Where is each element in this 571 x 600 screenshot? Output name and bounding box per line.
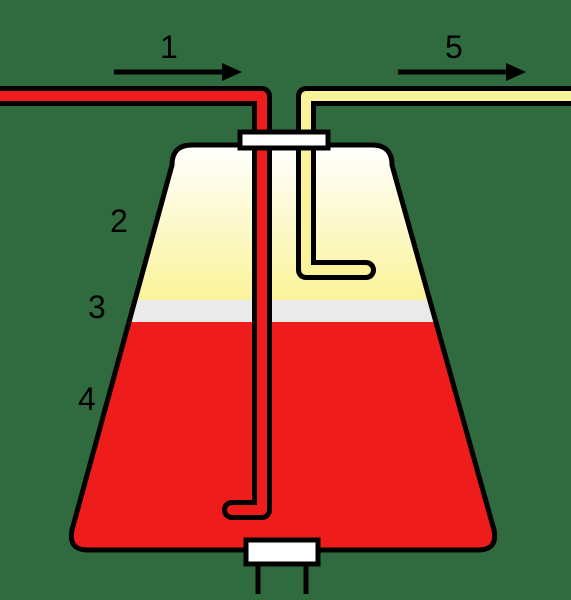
label-3: 3: [88, 289, 106, 325]
top-port: [240, 132, 328, 148]
label-1: 1: [160, 29, 178, 65]
label-2: 2: [110, 203, 128, 239]
bottom-port: [246, 540, 318, 564]
label-4: 4: [78, 381, 96, 417]
label-5: 5: [445, 29, 463, 65]
separation-diagram: 1 2 3 4 5: [0, 0, 571, 600]
